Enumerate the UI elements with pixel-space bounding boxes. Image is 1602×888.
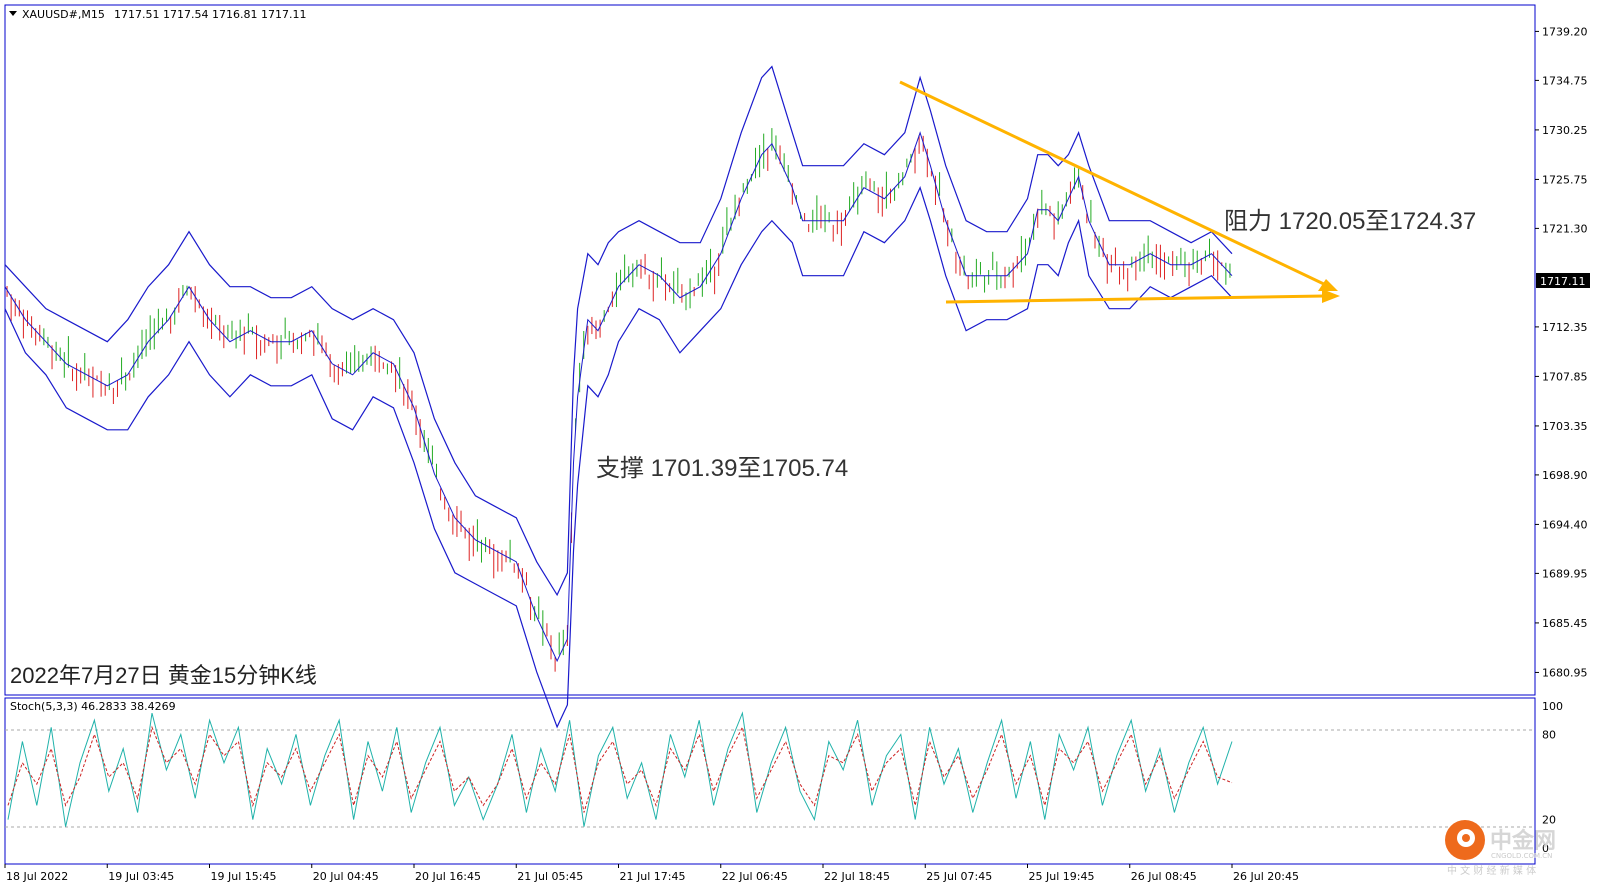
ohlc-values: 1717.51 1717.54 1716.81 1717.11 — [114, 8, 306, 21]
time-tick-label: 26 Jul 20:45 — [1233, 870, 1299, 883]
bollinger-layer — [4, 65, 1233, 729]
price-tick-label: 1703.35 — [1542, 420, 1588, 433]
stoch-tick-label: 20 — [1542, 814, 1556, 827]
price-tick-label: 1725.75 — [1542, 173, 1588, 186]
watermark-slogan: 中 文 财 经 新 媒 体 — [1447, 864, 1536, 877]
current-price-label: 1717.11 — [1540, 275, 1586, 288]
stoch-panel-frame — [4, 697, 1536, 865]
stoch-layer — [7, 711, 1233, 827]
chart-caption: 2022年7月27日 黄金15分钟K线 — [10, 663, 317, 688]
resistance-annotation: 阻力 1720.05至1724.37 — [1224, 208, 1476, 235]
collapse-triangle-icon[interactable] — [9, 11, 17, 16]
stoch-tick-label: 100 — [1542, 700, 1563, 713]
price-panel-frame — [4, 4, 1536, 696]
cngold-watermark: 中金网 CNGOLD.COM.CN 中 文 财 经 新 媒 体 — [1445, 820, 1556, 877]
time-tick-label: 22 Jul 06:45 — [722, 870, 788, 883]
support-annotation: 支撑 1701.39至1705.74 — [596, 455, 848, 482]
price-tick-label: 1739.20 — [1542, 25, 1588, 38]
time-axis: 18 Jul 2022 19 Jul 03:45 19 Jul 15:45 20 Ju… — [4, 864, 1299, 883]
price-tick-label: 1734.75 — [1542, 74, 1588, 87]
time-tick-label: 21 Jul 05:45 — [517, 870, 583, 883]
resistance-arrowhead — [1318, 279, 1338, 291]
watermark-brand: 中金网 — [1490, 828, 1556, 854]
time-tick-label: 20 Jul 04:45 — [313, 870, 379, 883]
time-tick-label: 22 Jul 18:45 — [824, 870, 890, 883]
bollinger-middle-line — [4, 131, 1233, 663]
price-tick-label: 1712.35 — [1542, 321, 1588, 334]
price-tick-label: 1689.95 — [1542, 567, 1588, 580]
time-tick-label: 19 Jul 03:45 — [108, 870, 174, 883]
stoch-signal-line — [7, 725, 1233, 813]
price-tick-label: 1698.90 — [1542, 469, 1588, 482]
price-tick-label: 1680.95 — [1542, 666, 1588, 679]
bollinger-upper-line — [4, 65, 1233, 597]
stoch-header: Stoch(5,3,3) 46.2833 38.4269 — [10, 700, 176, 713]
time-tick-label: 25 Jul 19:45 — [1029, 870, 1095, 883]
time-tick-label: 18 Jul 2022 — [6, 870, 68, 883]
time-tick-label: 21 Jul 17:45 — [620, 870, 686, 883]
current-price-tag — [1536, 273, 1590, 288]
price-tick-label: 1721.30 — [1542, 222, 1588, 235]
support-arrowhead — [1322, 289, 1340, 303]
symbol-label: XAUUSD#,M15 — [22, 8, 105, 21]
time-tick-label: 20 Jul 16:45 — [415, 870, 481, 883]
stoch-tick-label: 0 — [1542, 842, 1549, 855]
price-tick-label: 1730.25 — [1542, 124, 1588, 137]
price-tick-label: 1707.85 — [1542, 370, 1588, 383]
time-tick-label: 19 Jul 15:45 — [211, 870, 277, 883]
watermark-domain: CNGOLD.COM.CN — [1491, 852, 1552, 860]
price-axis: 1739.20 1734.75 1730.25 1725.75 1721.30 1712.… — [1535, 25, 1588, 855]
price-tick-label: 1685.45 — [1542, 617, 1588, 630]
support-trendline — [945, 294, 1325, 304]
price-tick-label: 1694.40 — [1542, 518, 1588, 531]
bollinger-lower-line — [4, 186, 1233, 729]
time-tick-label: 26 Jul 08:45 — [1131, 870, 1197, 883]
resistance-trendline — [899, 80, 1329, 288]
time-tick-label: 25 Jul 07:45 — [926, 870, 992, 883]
stoch-tick-label: 80 — [1542, 728, 1556, 741]
